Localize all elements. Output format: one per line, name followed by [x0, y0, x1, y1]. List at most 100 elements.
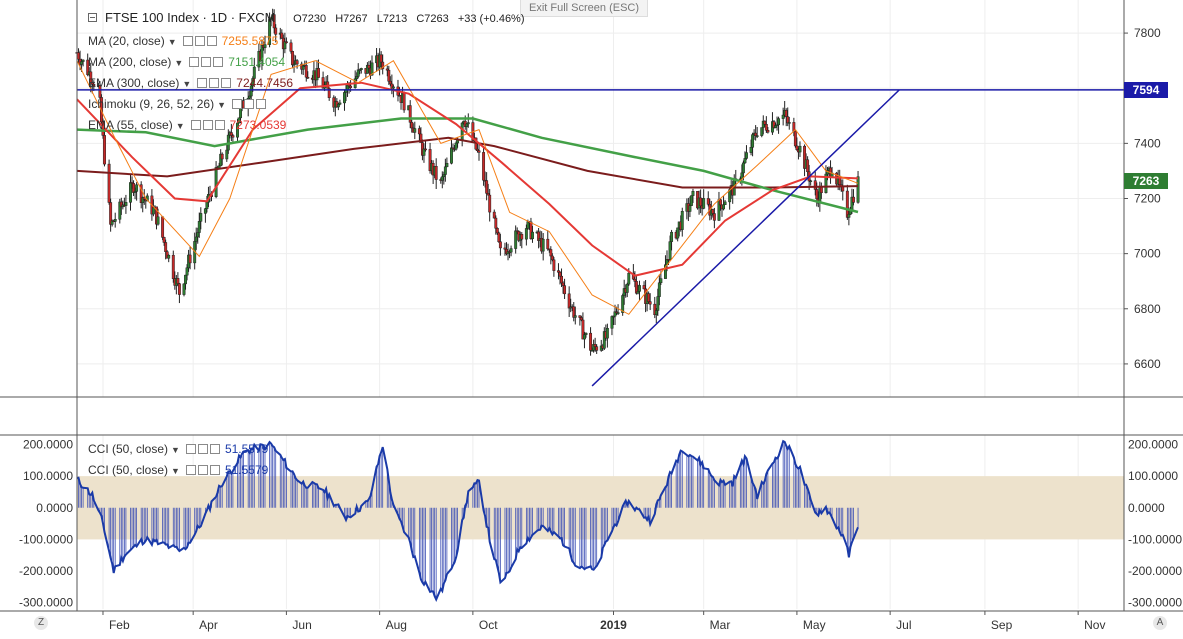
close-icon[interactable]: [209, 465, 220, 475]
cci-axis[interactable]: -300.0000 -300.0000 -200.0000 -200.0000 -100…: [19, 437, 1182, 609]
close-icon[interactable]: [213, 57, 224, 67]
candle-body: [92, 84, 96, 86]
candle-body: [722, 204, 725, 210]
candle-body: [763, 120, 767, 125]
candle-body: [633, 278, 637, 282]
indicator-value: 7151.4054: [228, 55, 286, 69]
candle-body: [793, 131, 797, 147]
time-tick-label: Apr: [199, 618, 218, 632]
candle-body: [745, 152, 748, 159]
eye-icon[interactable]: [232, 99, 242, 109]
candle-body: [741, 162, 745, 174]
cci-tick-label: 100.0000: [23, 469, 73, 483]
close-icon[interactable]: [206, 36, 217, 46]
eye-icon[interactable]: [185, 465, 196, 475]
close-icon[interactable]: [221, 78, 232, 88]
candle-body: [593, 344, 597, 347]
close-icon[interactable]: [256, 99, 266, 109]
candle-body: [466, 122, 470, 125]
chevron-down-icon[interactable]: ▼: [182, 79, 192, 89]
candle-body: [317, 68, 320, 78]
candle-body: [460, 122, 464, 140]
candle-body: [680, 211, 684, 230]
close-icon[interactable]: [209, 444, 220, 454]
time-tick-label: Feb: [109, 618, 130, 632]
candle-body: [784, 110, 788, 117]
candle-body: [220, 153, 224, 160]
candle-body: [100, 97, 103, 123]
candle-body: [81, 59, 85, 62]
gear-icon[interactable]: [201, 57, 212, 67]
indicator-legend[interactable]: Ichimoku (9, 26, 52, 26) ▼: [88, 97, 271, 111]
candle-body: [413, 128, 417, 133]
candle-body: [573, 315, 577, 318]
price-tick-label: 6800: [1134, 302, 1161, 316]
chevron-down-icon[interactable]: ▼: [175, 121, 185, 131]
eye-icon[interactable]: [189, 57, 200, 67]
candle-body: [581, 319, 585, 340]
indicator-legend[interactable]: EMA (55, close) ▼ 7273.0539: [88, 118, 286, 132]
candle-body: [422, 148, 426, 156]
candle-body: [327, 88, 331, 98]
eye-icon[interactable]: [185, 444, 196, 454]
chevron-down-icon[interactable]: ▼: [174, 58, 184, 68]
candle-body: [139, 184, 143, 203]
gear-icon[interactable]: [209, 78, 220, 88]
candle-body: [156, 216, 160, 225]
candle-body: [98, 85, 102, 98]
cci-legend[interactable]: CCI (50, close) ▼ 51.5579: [88, 442, 268, 456]
chevron-down-icon[interactable]: ▼: [171, 445, 180, 455]
candle-body: [442, 174, 446, 178]
eye-icon[interactable]: [197, 78, 208, 88]
eye-icon[interactable]: [182, 36, 193, 46]
gear-icon[interactable]: [244, 99, 254, 109]
auto-scale-button[interactable]: A: [1153, 616, 1167, 630]
candle-body: [482, 152, 486, 181]
exit-fullscreen-tooltip[interactable]: Exit Full Screen (ESC): [520, 0, 649, 17]
indicator-legend[interactable]: EMA (300, close) ▼ 7244.7456: [88, 76, 293, 90]
gear-icon[interactable]: [197, 444, 208, 454]
candle-body: [184, 274, 187, 285]
indicator-legend[interactable]: MA (20, close) ▼ 7255.5875: [88, 34, 278, 48]
eye-icon[interactable]: [190, 120, 201, 130]
gear-icon[interactable]: [194, 36, 205, 46]
price-axis[interactable]: 6600680070007200740076007800: [1124, 26, 1161, 371]
gear-icon[interactable]: [197, 465, 208, 475]
ema55-line: [76, 81, 859, 277]
candle-body: [488, 194, 492, 213]
time-tick-label: Mar: [710, 618, 731, 632]
candle-body: [815, 189, 819, 200]
indicator-legend[interactable]: MA (200, close) ▼ 7151.4054: [88, 55, 285, 69]
ascending-trendline[interactable]: [591, 89, 900, 387]
time-tick-label: Aug: [386, 618, 407, 632]
chevron-down-icon[interactable]: ▼: [171, 466, 180, 476]
candle-body: [387, 69, 391, 82]
candle-body: [161, 216, 165, 238]
gear-icon[interactable]: [202, 120, 213, 130]
close-icon[interactable]: [214, 120, 225, 130]
candle-body: [809, 180, 813, 182]
candle-body: [424, 148, 427, 151]
candle-body: [656, 296, 660, 311]
chevron-down-icon[interactable]: ▼: [167, 37, 177, 47]
candle-body: [260, 44, 264, 61]
time-tick-label: Oct: [479, 618, 498, 632]
candle-body: [670, 231, 674, 242]
zoom-button[interactable]: Z: [34, 616, 48, 630]
candle-body: [668, 241, 672, 260]
candle-body: [485, 180, 489, 194]
candle-body: [336, 103, 340, 108]
cci-legend[interactable]: CCI (50, close) ▼ 51.5579: [88, 463, 268, 477]
collapse-icon[interactable]: [88, 13, 97, 22]
high-value: H7267: [335, 13, 368, 25]
candle-body: [417, 128, 421, 135]
indicator-label: MA (200, close): [88, 55, 172, 69]
candle-body: [777, 118, 781, 126]
candle-body: [702, 198, 706, 209]
candle-body: [497, 232, 501, 243]
candle-body: [845, 190, 849, 218]
chevron-down-icon[interactable]: ▼: [217, 100, 226, 110]
candle-body: [229, 132, 233, 136]
time-axis[interactable]: Feb Apr Jun Aug Oct 2019 Mar May Jul Sep Nov: [102, 611, 1106, 632]
